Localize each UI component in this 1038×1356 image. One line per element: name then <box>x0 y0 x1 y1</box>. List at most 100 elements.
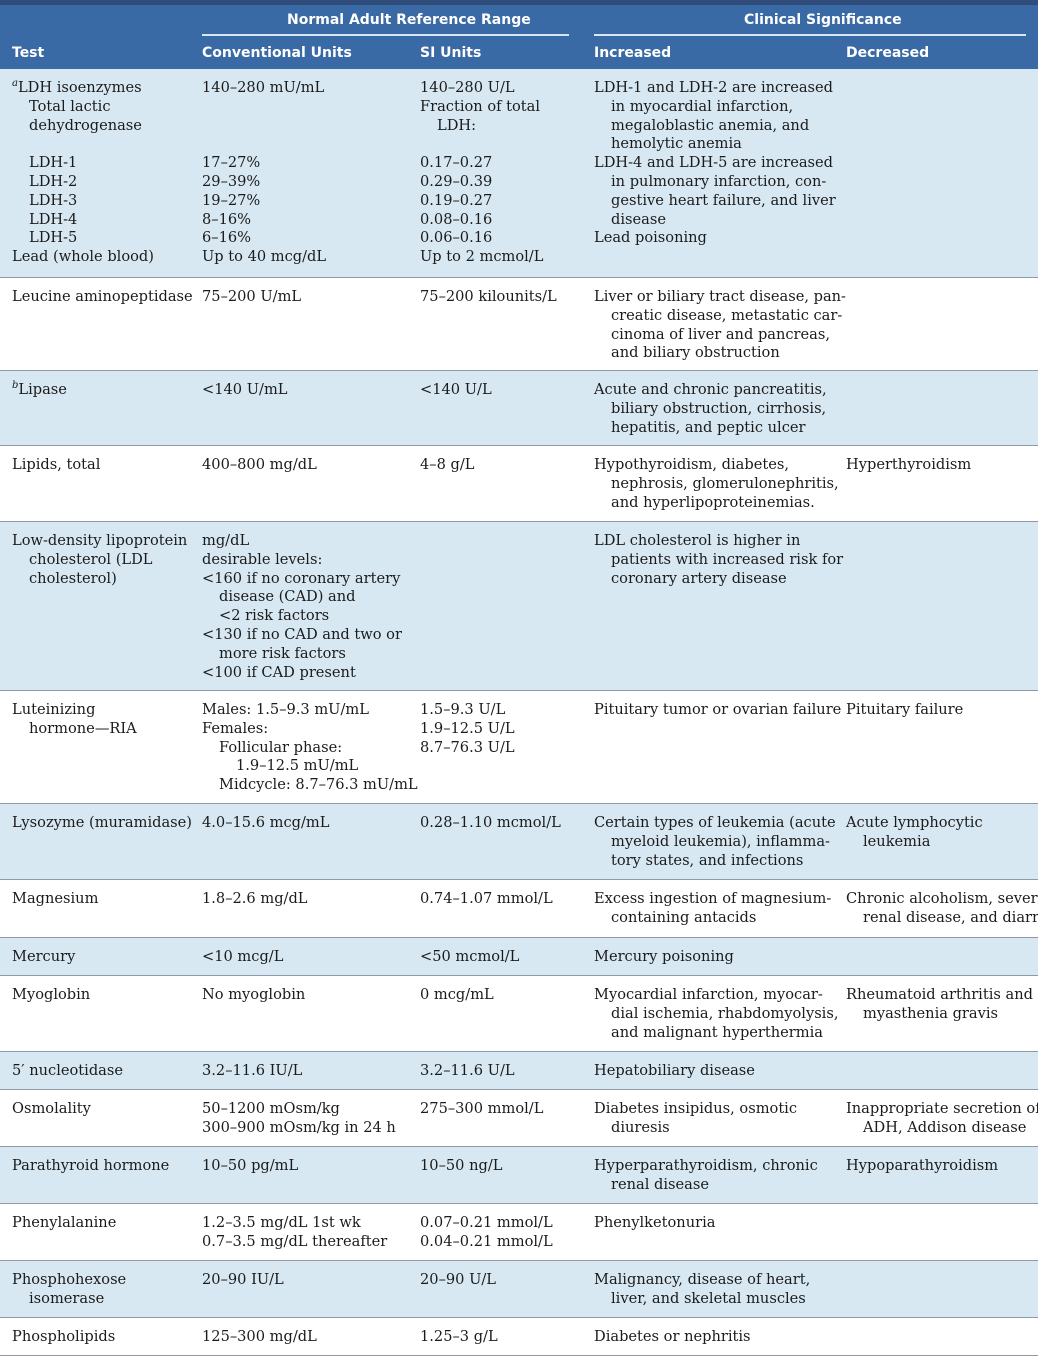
cell-text: <140 U/mL <box>202 381 288 398</box>
cell-text: nephrosis, glomerulonephritis, <box>611 474 839 492</box>
cell-text: Liver or biliary tract disease, pan- <box>594 288 846 305</box>
cell-text: in pulmonary infarction, con- <box>611 172 827 190</box>
cell-line: coronary artery disease <box>594 570 834 589</box>
cell-line: Malignancy, disease of heart, <box>594 1271 834 1290</box>
cell-text: 29–39% <box>202 172 261 190</box>
cell-text: <160 if no coronary artery <box>202 569 401 587</box>
cell-text: containing antacids <box>611 908 757 926</box>
cell-line: 0.06–0.16 <box>420 229 585 248</box>
cell-line: biliary obstruction, cirrhosis, <box>594 400 834 419</box>
cell-line: 3.2–11.6 U/L <box>420 1062 585 1081</box>
cell-line <box>202 98 412 117</box>
cell-line: Up to 2 mcmol/L <box>420 248 585 267</box>
cell-line: Hypoparathyroidism <box>846 1157 1036 1176</box>
cell-text: 275–300 mmol/L <box>420 1100 544 1117</box>
cell-text: 1.5–9.3 U/L <box>420 701 506 718</box>
cell-decreased: Inappropriate secretion of ADH, Addison d… <box>846 1100 1038 1138</box>
cell-text: Diabetes or nephritis <box>594 1328 751 1345</box>
cell-line: Magnesium <box>12 890 192 909</box>
cell-text: 1.25–3 g/L <box>420 1328 498 1345</box>
cell-line: hepatitis, and peptic ulcer <box>594 419 834 438</box>
cell-line: Mercury poisoning <box>594 948 834 967</box>
cell-text: 20–90 U/L <box>420 1271 496 1288</box>
cell-si-units: 0.07–0.21 mmol/L 0.04–0.21 mmol/L <box>420 1214 585 1252</box>
cell-increased: Malignancy, disease of heart, liver, and … <box>594 1271 834 1309</box>
cell-text: Follicular phase: <box>219 738 343 756</box>
cell-line: 0.7–3.5 mg/dL thereafter <box>202 1233 412 1252</box>
cell-text: and hyperlipoproteinemias. <box>611 493 815 511</box>
cell-text: Lysozyme (muramidase) <box>12 814 192 831</box>
cell-line: 1.2–3.5 mg/dL 1st wk <box>202 1214 412 1233</box>
cell-text: Hepatobiliary disease <box>594 1062 755 1079</box>
cell-text: Phenylketonuria <box>594 1214 716 1231</box>
cell-text: 0.7–3.5 mg/dL thereafter <box>202 1232 388 1250</box>
cell-text: Diabetes insipidus, osmotic <box>594 1100 798 1117</box>
cell-line <box>202 135 412 154</box>
cell-text: tory states, and infections <box>611 851 804 869</box>
cell-line: 0 mcg/mL <box>420 986 585 1005</box>
cell-text: 0.06–0.16 <box>420 229 493 247</box>
cell-line: <140 U/L <box>420 381 585 400</box>
cell-line: Total lactic <box>12 98 192 117</box>
table-row: Mercury <10 mcg/L <50 mcmol/L Mercury poiso… <box>0 938 1038 976</box>
header-group-normal-underline <box>202 34 569 36</box>
cell-test: Osmolality <box>12 1100 192 1119</box>
cell-text: desirable levels: <box>202 550 323 568</box>
header-group-clinical-underline <box>594 34 1026 36</box>
cell-text: <10 mcg/L <box>202 948 284 965</box>
cell-line <box>12 135 192 154</box>
cell-text: LDH isoenzymes <box>17 79 142 96</box>
cell-line: dial ischemia, rhabdomyolysis, <box>594 1005 838 1024</box>
cell-text: Phenylalanine <box>12 1214 117 1231</box>
cell-line: <100 if CAD present <box>202 664 412 683</box>
table-row: 5′ nucleotidase 3.2–11.6 IU/L 3.2–11.6 U/L… <box>0 1052 1038 1090</box>
cell-line: cholesterol) <box>12 570 192 589</box>
cell-text: Acute and chronic pancreatitis, <box>594 381 827 398</box>
cell-text: LDH: <box>437 116 477 134</box>
cell-si-units: 0 mcg/mL <box>420 986 585 1005</box>
cell-decreased: Pituitary failure <box>846 701 1036 720</box>
cell-line: 125–300 mg/dL <box>202 1328 412 1347</box>
cell-line: <2 risk factors <box>202 607 412 626</box>
cell-text: 0.04–0.21 mmol/L <box>420 1232 553 1250</box>
cell-text: 1.2–3.5 mg/dL 1st wk <box>202 1214 361 1231</box>
cell-line: 0.17–0.27 <box>420 154 585 173</box>
cell-line: Myocardial infarction, myocar- <box>594 986 834 1005</box>
cell-line: 140–280 mU/mL <box>202 79 412 98</box>
cell-line: isomerase <box>12 1290 192 1309</box>
cell-line: 300–900 mOsm/kg in 24 h <box>202 1119 412 1138</box>
cell-increased: Hyperparathyroidism, chronic renal diseas… <box>594 1157 834 1195</box>
cell-text: myeloid leukemia), inflamma- <box>611 832 830 850</box>
cell-line: 75–200 U/mL <box>202 288 412 307</box>
cell-line: Low-density lipoprotein <box>12 532 192 551</box>
cell-line: aLDH isoenzymes <box>12 79 192 98</box>
header-col-increased: Increased <box>594 45 672 61</box>
cell-line: and biliary obstruction <box>594 344 834 363</box>
cell-line: Lipids, total <box>12 456 192 475</box>
cell-text: 1.9–12.5 mU/mL <box>236 757 359 775</box>
cell-text: Luteinizing <box>12 701 96 718</box>
cell-line: myeloid leukemia), inflamma- <box>594 833 834 852</box>
cell-line: LDH-2 <box>12 173 192 192</box>
cell-line: more risk factors <box>202 645 412 664</box>
cell-text: megaloblastic anemia, and <box>611 116 810 134</box>
cell-text: 125–300 mg/dL <box>202 1328 317 1345</box>
table-row: Magnesium 1.8–2.6 mg/dL 0.74–1.07 mmol/L Ex… <box>0 880 1038 938</box>
cell-line: Follicular phase: <box>202 739 412 758</box>
table-row: Phosphohexose isomerase 20–90 IU/L 20–90 U/… <box>0 1261 1038 1318</box>
cell-text: 8–16% <box>202 210 252 228</box>
cell-line: Osmolality <box>12 1100 192 1119</box>
cell-increased: Liver or biliary tract disease, pan-crea… <box>594 288 846 363</box>
cell-text: disease (CAD) and <box>219 588 356 606</box>
table-row: aLDH isoenzymes Total lactic dehydrogenase… <box>0 69 1038 278</box>
cell-line: Lead (whole blood) <box>12 248 192 267</box>
cell-test: Parathyroid hormone <box>12 1157 192 1176</box>
cell-line: 1.25–3 g/L <box>420 1328 585 1347</box>
cell-text: cholesterol (LDL <box>29 550 153 568</box>
cell-text: myasthenia gravis <box>863 1004 998 1022</box>
cell-line: 0.04–0.21 mmol/L <box>420 1233 585 1252</box>
cell-conventional-units: mg/dL desirable levels: <160 if no coronar… <box>202 532 412 682</box>
cell-test: Lipids, total <box>12 456 192 475</box>
cell-text: Up to 40 mcg/dL <box>202 248 327 266</box>
cell-line: Phosphohexose <box>12 1271 192 1290</box>
